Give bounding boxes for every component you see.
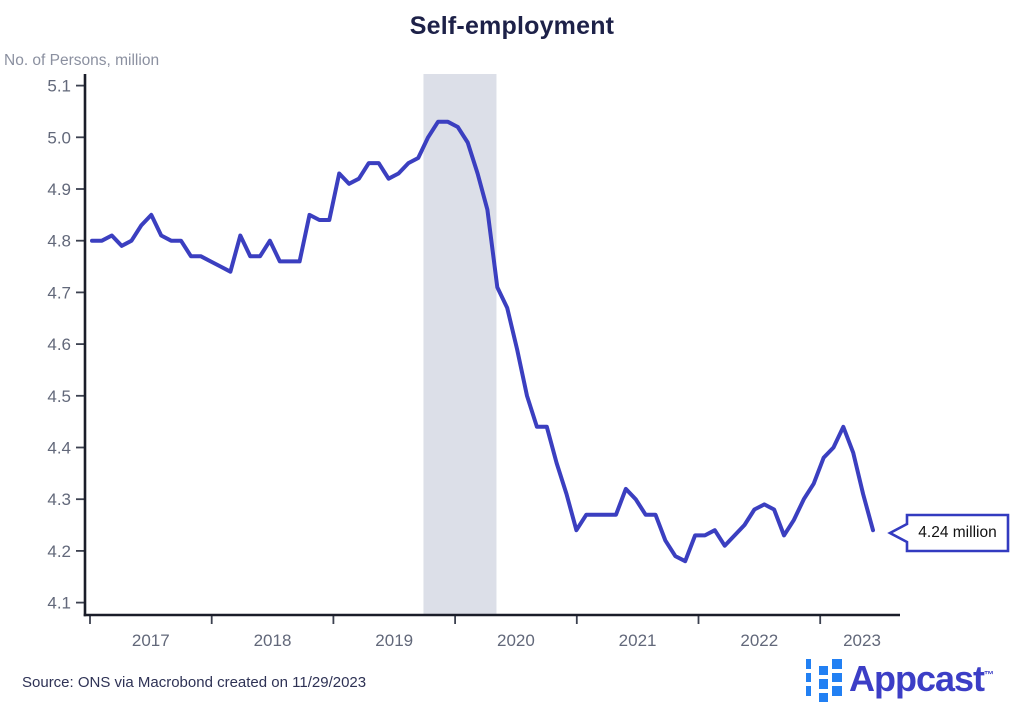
y-tick-label: 5.0	[47, 128, 71, 147]
y-axis-label: No. of Persons, million	[4, 52, 160, 69]
recession-band	[423, 74, 497, 615]
callout-bubble-shape	[887, 513, 1010, 553]
y-tick-label: 4.5	[47, 387, 71, 406]
x-tick-label: 2020	[497, 631, 535, 650]
y-tick-label: 4.9	[47, 180, 71, 199]
x-tick-label: 2022	[740, 631, 778, 650]
appcast-logo: Appcast™	[806, 656, 1016, 702]
x-tick-label: 2017	[132, 631, 170, 650]
y-tick-label: 4.3	[47, 490, 71, 509]
y-tick-label: 5.1	[47, 77, 71, 96]
chart-title: Self-employment	[409, 12, 615, 40]
x-tick-label: 2021	[619, 631, 657, 650]
y-tick-label: 4.7	[47, 283, 71, 302]
appcast-logo-text: Appcast™	[849, 658, 995, 699]
y-tick-label: 4.4	[47, 439, 71, 458]
callout-value-text: 4.24 million	[918, 524, 997, 541]
x-tick-label: 2018	[254, 631, 292, 650]
source-note: Source: ONS via Macrobond created on 11/…	[22, 674, 367, 691]
x-axis-ticks: 2017 2018 2019 2020 2021 2022 2023	[89, 615, 881, 650]
y-tick-label: 4.6	[47, 335, 71, 354]
y-tick-label: 4.1	[47, 594, 71, 613]
y-tick-label: 4.8	[47, 232, 71, 251]
last-value-callout: 4.24 million	[886, 512, 1014, 554]
trademark-mark: ™	[984, 670, 995, 681]
x-tick-label: 2019	[375, 631, 413, 650]
y-tick-label: 4.2	[47, 542, 71, 561]
y-axis-ticks: 5.1 5.0 4.9 4.8 4.7 4.6 4.5 4.4 4.3 4.2 4.1	[47, 77, 85, 613]
x-tick-label: 2023	[843, 631, 881, 650]
appcast-logo-icon	[806, 658, 844, 702]
self-employment-line	[90, 119, 875, 564]
